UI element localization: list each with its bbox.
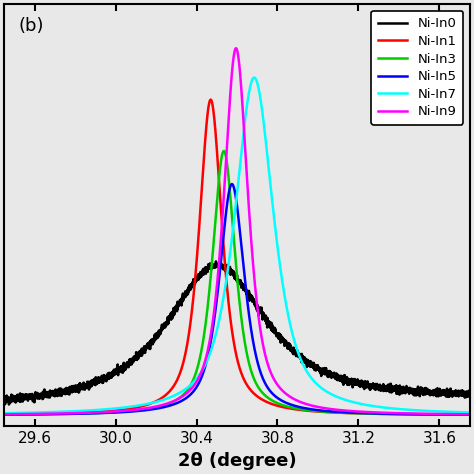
Ni-In9 bbox=[467, 411, 473, 417]
Ni-In9 bbox=[200, 365, 206, 371]
Ni-In5 bbox=[82, 411, 88, 417]
Ni-In0 bbox=[180, 291, 186, 296]
Ni-In5 bbox=[180, 397, 186, 403]
Ni-In0 bbox=[467, 394, 473, 400]
Ni-In7 bbox=[251, 75, 257, 81]
Ni-In1 bbox=[200, 170, 206, 175]
Ni-In9 bbox=[55, 411, 60, 417]
Ni-In3 bbox=[408, 411, 413, 417]
X-axis label: 2θ (degree): 2θ (degree) bbox=[178, 452, 296, 470]
Ni-In5 bbox=[55, 411, 60, 417]
Ni-In9 bbox=[82, 410, 88, 416]
Ni-In3 bbox=[180, 392, 186, 398]
Ni-In9 bbox=[458, 411, 464, 417]
Ni-In0 bbox=[82, 384, 88, 390]
Ni-In0 bbox=[6, 401, 12, 407]
Line: Ni-In1: Ni-In1 bbox=[4, 100, 470, 415]
Ni-In1 bbox=[467, 412, 473, 418]
Ni-In3 bbox=[467, 412, 473, 418]
Ni-In5 bbox=[200, 371, 206, 376]
Ni-In7 bbox=[408, 407, 413, 413]
Ni-In0 bbox=[213, 258, 219, 264]
Ni-In9 bbox=[233, 46, 239, 51]
Ni-In3 bbox=[55, 411, 60, 417]
Ni-In7 bbox=[1, 410, 7, 416]
Ni-In1 bbox=[408, 411, 413, 417]
Ni-In1 bbox=[180, 362, 186, 367]
Ni-In0 bbox=[408, 387, 414, 392]
Ni-In3 bbox=[82, 410, 88, 416]
Ni-In9 bbox=[408, 410, 413, 416]
Ni-In5 bbox=[408, 411, 413, 417]
Ni-In3 bbox=[458, 412, 464, 418]
Ni-In9 bbox=[1, 411, 7, 417]
Ni-In9 bbox=[180, 393, 186, 399]
Line: Ni-In3: Ni-In3 bbox=[4, 151, 470, 415]
Ni-In1 bbox=[55, 410, 60, 416]
Ni-In7 bbox=[180, 388, 186, 394]
Text: (b): (b) bbox=[18, 17, 44, 35]
Line: Ni-In9: Ni-In9 bbox=[4, 48, 470, 414]
Ni-In7 bbox=[200, 366, 206, 372]
Ni-In7 bbox=[82, 408, 88, 413]
Ni-In1 bbox=[1, 411, 7, 417]
Ni-In1 bbox=[208, 97, 213, 102]
Ni-In5 bbox=[458, 412, 464, 418]
Ni-In3 bbox=[1, 412, 7, 418]
Line: Ni-In0: Ni-In0 bbox=[4, 261, 470, 404]
Ni-In0 bbox=[55, 391, 60, 396]
Line: Ni-In5: Ni-In5 bbox=[4, 184, 470, 415]
Ni-In5 bbox=[229, 181, 235, 187]
Ni-In0 bbox=[458, 392, 464, 398]
Ni-In1 bbox=[82, 410, 88, 415]
Ni-In7 bbox=[458, 410, 464, 415]
Legend: Ni-In0, Ni-In1, Ni-In3, Ni-In5, Ni-In7, Ni-In9: Ni-In0, Ni-In1, Ni-In3, Ni-In5, Ni-In7, … bbox=[372, 11, 463, 125]
Ni-In3 bbox=[221, 148, 227, 154]
Ni-In0 bbox=[1, 399, 7, 405]
Ni-In5 bbox=[1, 412, 7, 418]
Ni-In5 bbox=[467, 412, 473, 418]
Ni-In7 bbox=[55, 409, 60, 415]
Ni-In1 bbox=[458, 412, 464, 418]
Ni-In0 bbox=[200, 270, 206, 275]
Ni-In7 bbox=[467, 410, 473, 415]
Line: Ni-In7: Ni-In7 bbox=[4, 78, 470, 413]
Ni-In3 bbox=[200, 339, 206, 345]
